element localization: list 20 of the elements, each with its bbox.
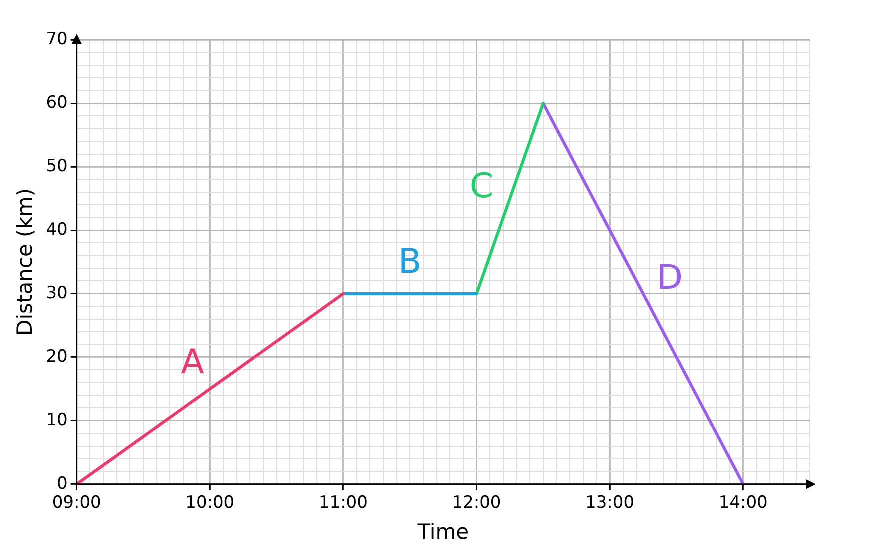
y-tick-label: 10 <box>46 410 68 430</box>
x-tick-label: 10:00 <box>186 493 235 514</box>
y-tick-label: 60 <box>46 92 68 113</box>
y-tick-label: 70 <box>46 29 68 50</box>
y-tick-label: 50 <box>46 156 68 176</box>
x-tick-label: 11:00 <box>318 493 368 514</box>
series-label: A <box>181 342 204 383</box>
x-tick-label: 09:00 <box>52 493 102 514</box>
y-tick-label: 0 <box>57 474 68 494</box>
y-tick-label: 30 <box>46 283 68 304</box>
y-tick-label: 40 <box>46 220 68 240</box>
series-label: B <box>398 242 422 282</box>
x-tick-label: 13:00 <box>586 493 635 514</box>
series-label: C <box>470 166 494 207</box>
x-tick-label: 14:00 <box>718 493 768 514</box>
series-label: D <box>656 258 684 298</box>
y-axis-title: Distance (km) <box>13 188 38 336</box>
x-tick-label: 12:00 <box>452 493 502 514</box>
y-tick-label: 20 <box>46 346 68 367</box>
x-axis-title: Time <box>416 520 470 544</box>
